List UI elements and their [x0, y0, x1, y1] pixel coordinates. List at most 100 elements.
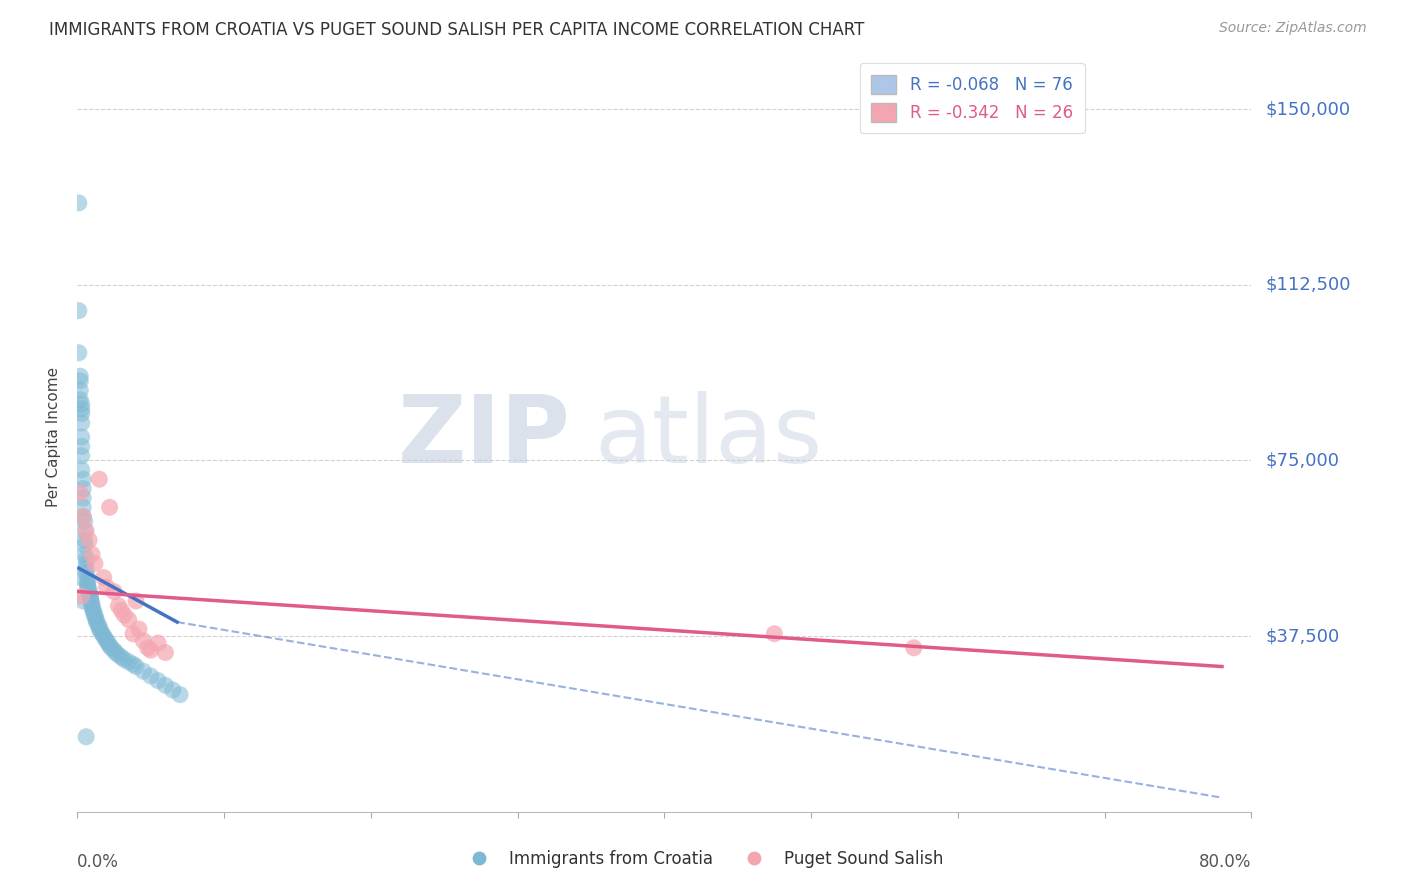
Point: [70, 416, 93, 430]
Point: [136, 640, 159, 655]
Point: [80, 596, 103, 610]
Point: [70, 397, 93, 411]
Point: [89, 620, 111, 634]
Point: [67, 346, 90, 360]
Point: [80, 601, 103, 615]
Text: atlas: atlas: [593, 391, 823, 483]
Point: [93, 629, 115, 643]
Point: [107, 599, 129, 613]
Point: [75, 730, 97, 744]
Point: [77, 582, 100, 597]
Point: [82, 606, 104, 620]
Point: [77, 587, 100, 601]
Point: [73, 524, 96, 538]
Point: [73, 514, 96, 528]
Point: [79, 590, 101, 604]
Point: [96, 580, 118, 594]
Text: $75,000: $75,000: [1265, 451, 1340, 469]
Point: [67, 195, 90, 210]
Point: [89, 472, 111, 486]
Point: [118, 613, 141, 627]
Point: [75, 557, 97, 571]
Point: [146, 636, 169, 650]
Point: [79, 591, 101, 606]
Legend: Immigrants from Croatia, Puget Sound Salish: Immigrants from Croatia, Puget Sound Sal…: [456, 844, 950, 875]
Point: [139, 643, 162, 657]
Point: [100, 640, 122, 655]
Point: [103, 643, 125, 657]
Point: [69, 392, 91, 407]
Point: [72, 509, 94, 524]
Text: ZIP: ZIP: [398, 391, 571, 483]
Text: $112,500: $112,500: [1265, 276, 1351, 293]
Text: 0.0%: 0.0%: [77, 853, 120, 871]
Point: [67, 303, 90, 318]
Point: [146, 673, 169, 688]
Point: [70, 463, 93, 477]
Point: [72, 491, 94, 505]
Point: [90, 624, 112, 639]
Point: [98, 500, 121, 515]
Text: Source: ZipAtlas.com: Source: ZipAtlas.com: [1219, 21, 1367, 35]
Point: [86, 613, 108, 627]
Point: [80, 599, 103, 613]
Text: $37,500: $37,500: [1265, 627, 1340, 645]
Point: [84, 557, 107, 571]
Point: [80, 547, 103, 561]
Point: [72, 509, 94, 524]
Point: [75, 566, 97, 580]
Point: [87, 617, 110, 632]
Point: [132, 633, 155, 648]
Point: [70, 440, 93, 453]
Text: $150,000: $150,000: [1265, 100, 1350, 119]
Point: [75, 561, 97, 575]
Point: [70, 407, 93, 421]
Point: [76, 577, 98, 591]
Point: [122, 626, 145, 640]
Point: [94, 632, 117, 646]
Point: [110, 603, 132, 617]
Point: [82, 603, 104, 617]
Point: [76, 580, 98, 594]
Point: [70, 590, 93, 604]
Y-axis label: Per Capita Income: Per Capita Income: [46, 367, 62, 508]
Point: [91, 626, 114, 640]
Point: [155, 646, 177, 660]
Point: [97, 636, 120, 650]
Point: [70, 401, 93, 416]
Point: [75, 524, 97, 538]
Point: [69, 384, 91, 398]
Point: [110, 650, 132, 665]
Point: [73, 547, 96, 561]
Point: [112, 652, 135, 666]
Point: [103, 584, 125, 599]
Point: [128, 622, 150, 636]
Point: [76, 575, 98, 590]
Point: [72, 472, 94, 486]
Point: [125, 659, 148, 673]
Point: [903, 640, 925, 655]
Point: [96, 633, 118, 648]
Point: [139, 669, 162, 683]
Point: [69, 571, 91, 585]
Point: [79, 594, 101, 608]
Point: [112, 608, 135, 623]
Legend: R = -0.068   N = 76, R = -0.342   N = 26: R = -0.068 N = 76, R = -0.342 N = 26: [859, 63, 1084, 134]
Point: [763, 626, 786, 640]
Text: IMMIGRANTS FROM CROATIA VS PUGET SOUND SALISH PER CAPITA INCOME CORRELATION CHAR: IMMIGRANTS FROM CROATIA VS PUGET SOUND S…: [49, 21, 865, 38]
Point: [77, 533, 100, 547]
Point: [104, 646, 127, 660]
Point: [72, 482, 94, 496]
Point: [69, 374, 91, 388]
Point: [69, 486, 91, 500]
Point: [75, 551, 97, 566]
Text: 80.0%: 80.0%: [1199, 853, 1251, 871]
Point: [73, 533, 96, 547]
Point: [155, 678, 177, 692]
Point: [169, 688, 191, 702]
Point: [69, 369, 91, 384]
Point: [107, 648, 129, 662]
Point: [98, 639, 121, 653]
Point: [72, 500, 94, 515]
Point: [84, 610, 107, 624]
